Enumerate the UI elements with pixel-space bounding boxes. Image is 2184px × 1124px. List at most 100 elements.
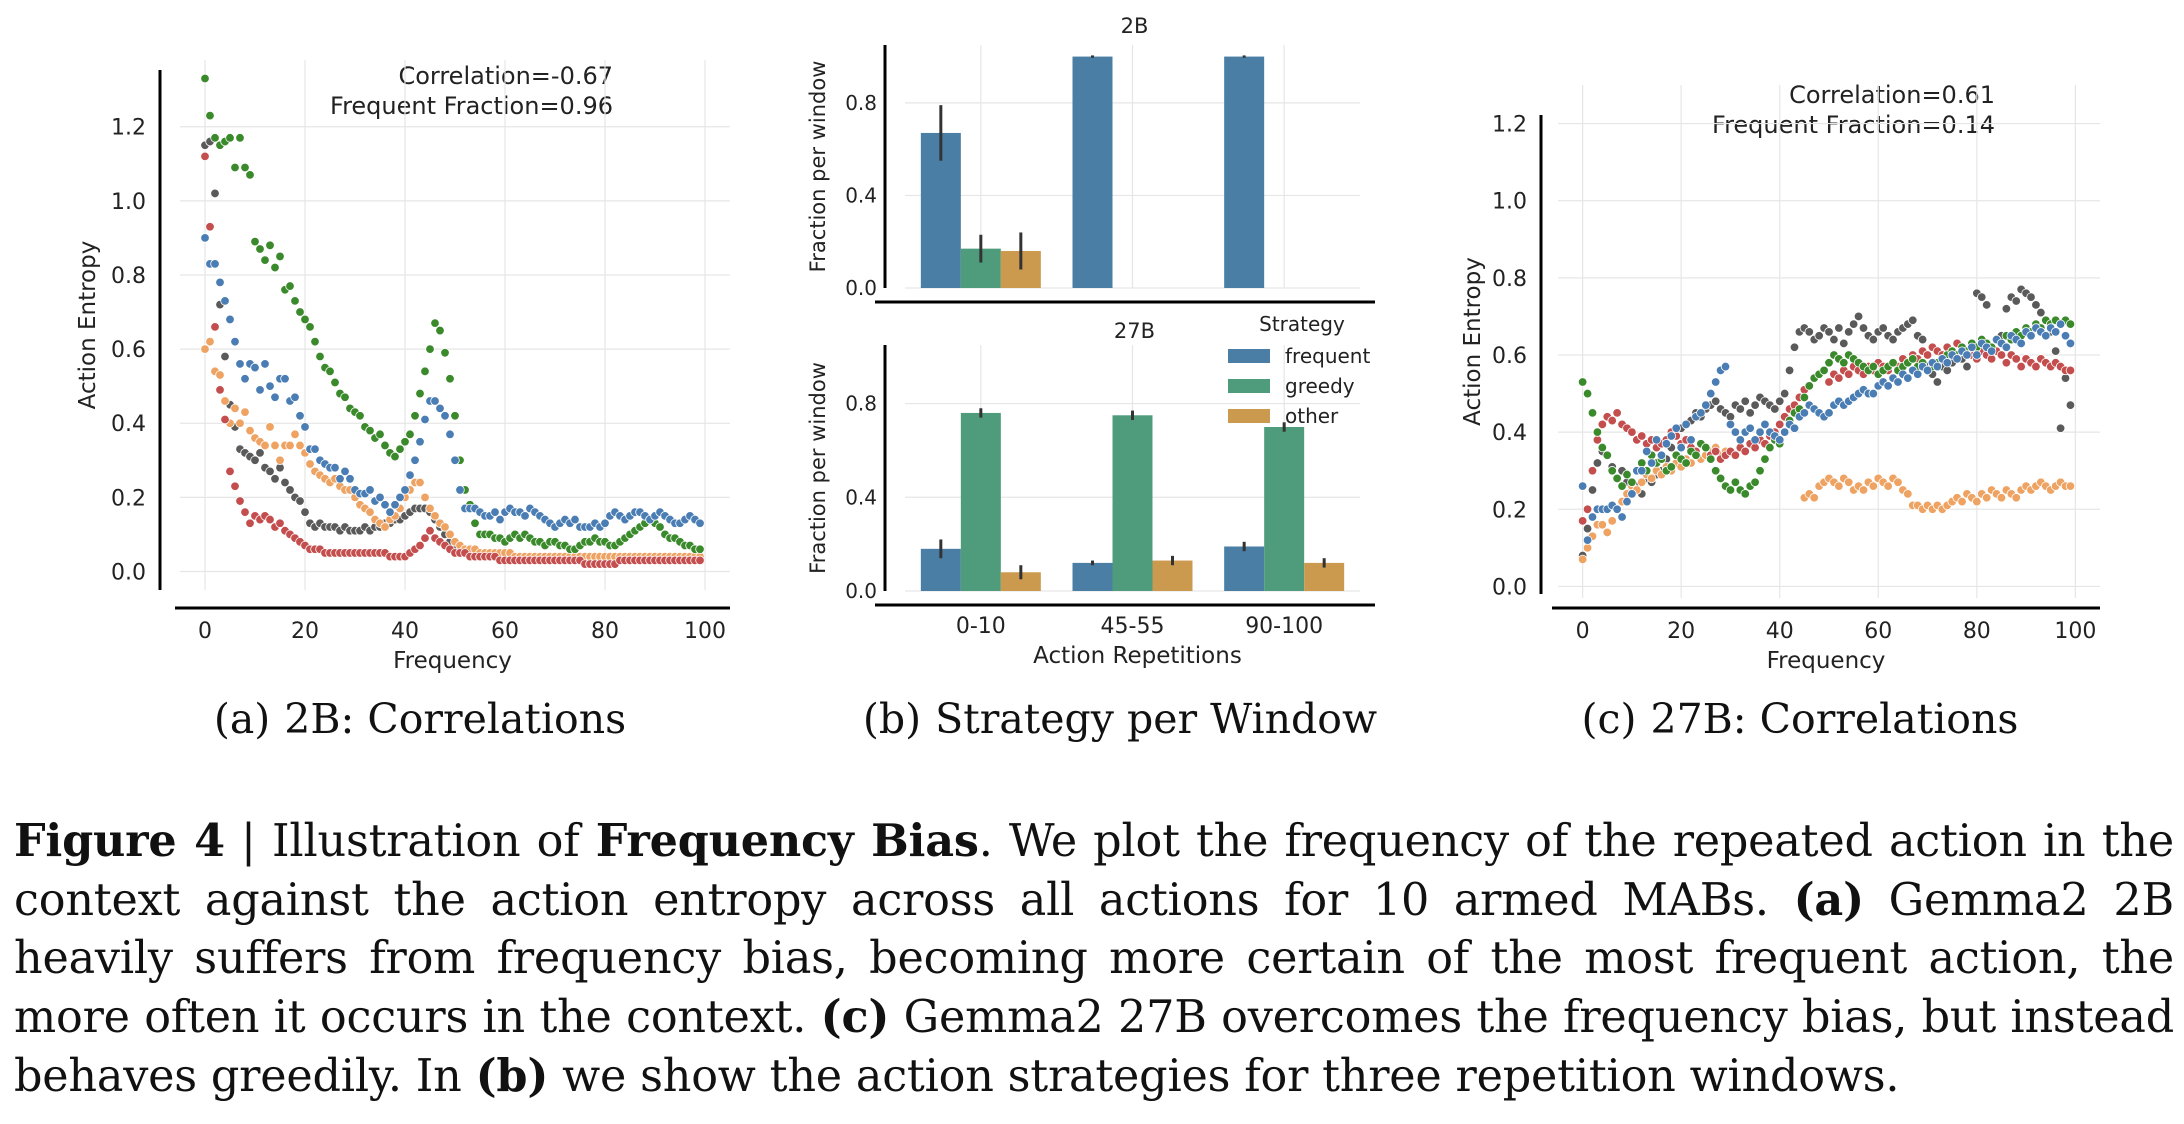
scatter-point bbox=[1981, 493, 1992, 503]
scatter-point bbox=[1710, 396, 1721, 406]
scatter-point bbox=[1893, 477, 1903, 487]
scatter-point bbox=[1824, 408, 1834, 418]
scatter-point bbox=[295, 440, 305, 451]
scatter-point bbox=[230, 336, 240, 347]
scatter-point bbox=[1725, 412, 1736, 422]
x-tick-label: 0-10 bbox=[956, 614, 1006, 639]
scatter-point bbox=[1986, 346, 1997, 356]
y-tick-label: 0.0 bbox=[1492, 575, 1527, 600]
scatter-point bbox=[345, 474, 355, 484]
scatter-point bbox=[380, 440, 390, 451]
scatter-point bbox=[1612, 504, 1622, 514]
scatter-point bbox=[2001, 358, 2012, 368]
scatter-point bbox=[265, 422, 275, 432]
y-tick-label: 0.0 bbox=[845, 579, 877, 603]
scatter-point bbox=[375, 492, 385, 503]
scatter-point bbox=[420, 533, 430, 543]
y-tick-label: 0.8 bbox=[1492, 267, 1527, 292]
scatter-point bbox=[1617, 512, 1627, 522]
bar-other bbox=[1000, 572, 1041, 591]
panel-b-svg: 2B 0.0 0.4 0.8 Fraction per window 27B 0.0 0.4 0… bbox=[806, 14, 1375, 669]
scatter-point bbox=[1592, 458, 1603, 468]
scatter-point bbox=[260, 359, 270, 369]
scatter-point bbox=[430, 318, 440, 328]
x-tick-label: 20 bbox=[291, 619, 319, 644]
scatter-point bbox=[1750, 400, 1760, 410]
scatter-point bbox=[1617, 481, 1627, 491]
scatter-point bbox=[2041, 331, 2051, 341]
bar-frequent bbox=[1224, 56, 1265, 289]
scatter-point bbox=[1962, 350, 1972, 360]
scatter-point bbox=[1646, 458, 1657, 468]
caption-sep: | Illustration of bbox=[224, 816, 596, 867]
bar-greedy bbox=[1264, 427, 1305, 591]
scatter-point bbox=[335, 474, 345, 484]
scatter-point bbox=[470, 518, 480, 528]
scatter-point bbox=[2065, 319, 2076, 329]
x-tick-label: 0 bbox=[1576, 619, 1590, 644]
caption-part4: we show the action strategies for three … bbox=[548, 1051, 1900, 1102]
y-tick-label: 0.8 bbox=[845, 91, 877, 115]
scatter-point bbox=[205, 110, 215, 121]
x-axis-label: Frequency bbox=[393, 648, 512, 674]
x-tick-label: 40 bbox=[391, 619, 419, 644]
scatter-point bbox=[220, 296, 230, 306]
scatter-point bbox=[1799, 408, 1810, 418]
scatter-point bbox=[1706, 454, 1716, 464]
scatter-point bbox=[445, 429, 455, 440]
scatter-point bbox=[270, 440, 280, 451]
scatter-point bbox=[1824, 377, 1834, 387]
scatter-point bbox=[1779, 427, 1790, 437]
scatter-point bbox=[600, 518, 610, 528]
scatter-point bbox=[1760, 419, 1770, 430]
scatter-point bbox=[1612, 408, 1622, 418]
y-axis-label: Action Entropy bbox=[1460, 257, 1486, 426]
scatter-point bbox=[2055, 423, 2066, 433]
x-axis-label: Frequency bbox=[1767, 648, 1886, 674]
caption-figure-label: Figure 4 bbox=[14, 815, 225, 867]
scatter-point bbox=[225, 133, 235, 143]
scatter-point bbox=[655, 522, 665, 532]
scatter-point bbox=[220, 396, 230, 406]
scatter-point bbox=[1996, 350, 2007, 360]
scatter-point bbox=[445, 374, 455, 384]
scatter-point bbox=[275, 518, 285, 528]
scatter-point bbox=[1582, 535, 1593, 545]
scatter-point bbox=[455, 485, 465, 495]
series-gray bbox=[1577, 284, 2076, 561]
x-tick-label: 100 bbox=[684, 619, 726, 644]
scatter-point bbox=[305, 459, 315, 469]
scatter-point bbox=[570, 514, 580, 525]
scatter-point bbox=[1730, 427, 1741, 437]
scatter-point bbox=[1858, 485, 1869, 495]
bar-greedy bbox=[1112, 415, 1153, 591]
scatter-point bbox=[395, 444, 405, 454]
scatter-point bbox=[270, 474, 280, 484]
scatter-point bbox=[1888, 358, 1898, 368]
scatter-point bbox=[450, 411, 460, 421]
scatter-point bbox=[1839, 358, 1849, 368]
scatter-point bbox=[1868, 388, 1879, 399]
scatter-point bbox=[1607, 466, 1617, 476]
scatter-point bbox=[1686, 435, 1696, 445]
scatter-point bbox=[1587, 408, 1598, 418]
subcaption-a-text: 2B: Correlations bbox=[284, 695, 627, 743]
scatter-point bbox=[225, 466, 235, 477]
scatter-point bbox=[2016, 338, 2026, 349]
scatter-point bbox=[1903, 373, 1913, 383]
scatter-point bbox=[1819, 365, 1829, 376]
scatter-point bbox=[400, 485, 410, 495]
series-blue bbox=[200, 233, 705, 532]
x-tick-label: 45-55 bbox=[1101, 614, 1165, 639]
scatter-point bbox=[1809, 493, 1819, 503]
scatter-point bbox=[1814, 331, 1824, 341]
scatter-point bbox=[2031, 361, 2041, 372]
bar-other bbox=[1152, 560, 1193, 591]
scatter-point bbox=[2065, 481, 2076, 491]
scatter-point bbox=[425, 503, 435, 514]
scatter-point bbox=[240, 507, 250, 517]
x-tick-label: 60 bbox=[491, 619, 519, 644]
grid-lines bbox=[1558, 85, 2100, 598]
scatter-point bbox=[1676, 442, 1686, 453]
scatter-point bbox=[1681, 419, 1691, 430]
